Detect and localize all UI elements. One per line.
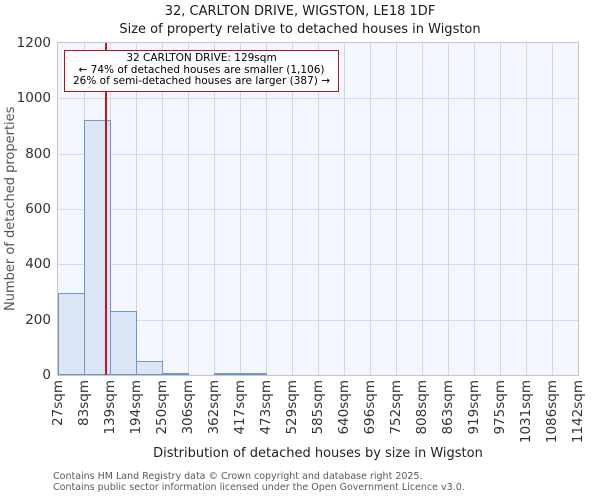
- property-size-marker-line: [104, 43, 107, 375]
- footer-licence-line: Contains public sector information licen…: [53, 482, 465, 493]
- v-gridline: [344, 43, 345, 375]
- v-gridline: [318, 43, 319, 375]
- x-tick-label: 83sqm: [76, 380, 92, 426]
- x-tick-label: 808sqm: [414, 380, 430, 435]
- histogram-bar: [162, 373, 189, 375]
- y-tick-label: 1200: [16, 35, 51, 51]
- v-gridline: [292, 43, 293, 375]
- v-gridline: [474, 43, 475, 375]
- x-tick-label: 863sqm: [440, 380, 456, 435]
- v-gridline: [448, 43, 449, 375]
- v-gridline: [370, 43, 371, 375]
- x-tick-label: 362sqm: [206, 380, 222, 435]
- y-tick-label: 200: [25, 311, 51, 328]
- x-tick-label: 139sqm: [102, 380, 118, 435]
- chart-subtitle: Size of property relative to detached ho…: [119, 22, 481, 37]
- y-tick-label: 800: [25, 145, 51, 162]
- x-tick-label: 417sqm: [232, 380, 248, 435]
- histogram-bar: [240, 373, 267, 375]
- x-tick-label: 919sqm: [466, 380, 482, 435]
- x-tick-label: 250sqm: [154, 380, 170, 435]
- plot-area: 32 CARLTON DRIVE: 129sqm ← 74% of detach…: [57, 42, 579, 376]
- x-tick-label: 975sqm: [492, 380, 508, 435]
- x-tick-label: 696sqm: [362, 380, 378, 435]
- x-tick-label: 752sqm: [388, 380, 404, 435]
- x-axis-label: Distribution of detached houses by size …: [153, 446, 483, 461]
- y-tick-label: 400: [25, 256, 51, 273]
- v-gridline: [526, 43, 527, 375]
- y-tick-label: 600: [25, 201, 51, 217]
- x-tick-label: 585sqm: [310, 380, 326, 435]
- x-tick-label: 1086sqm: [544, 380, 560, 444]
- histogram-bar: [136, 361, 163, 375]
- x-tick-label: 1142sqm: [570, 380, 586, 444]
- x-tick-label: 194sqm: [128, 380, 144, 435]
- x-tick-label: 306sqm: [180, 380, 196, 435]
- annotation-larger-line: 26% of semi-detached houses are larger (…: [73, 75, 330, 87]
- y-tick-label: 1000: [16, 90, 51, 107]
- chart-title: 32, CARLTON DRIVE, WIGSTON, LE18 1DF: [164, 4, 436, 19]
- histogram-bar: [84, 120, 111, 375]
- histogram-bar: [214, 373, 241, 375]
- x-tick-label: 640sqm: [336, 380, 352, 435]
- v-gridline: [422, 43, 423, 375]
- v-gridline: [266, 43, 267, 375]
- v-gridline: [396, 43, 397, 375]
- annotation-smaller-line: ← 74% of detached houses are smaller (1,…: [78, 63, 325, 76]
- annotation-property-line: 32 CARLTON DRIVE: 129sqm: [126, 52, 277, 64]
- x-tick-label: 473sqm: [258, 380, 274, 435]
- y-tick-label: 0: [42, 367, 51, 383]
- v-gridline: [188, 43, 189, 375]
- v-gridline: [240, 43, 241, 375]
- annotation-callout: 32 CARLTON DRIVE: 129sqm ← 74% of detach…: [64, 50, 339, 92]
- x-tick-label: 27sqm: [50, 380, 66, 426]
- v-gridline: [162, 43, 163, 375]
- v-gridline: [500, 43, 501, 375]
- histogram-bar: [110, 311, 137, 375]
- v-gridline: [552, 43, 553, 375]
- footer-copyright-line: Contains HM Land Registry data © Crown c…: [53, 471, 423, 482]
- v-gridline: [214, 43, 215, 375]
- x-tick-label: 1031sqm: [518, 380, 534, 444]
- x-tick-label: 529sqm: [284, 380, 300, 435]
- histogram-bar: [58, 293, 85, 375]
- v-gridline: [136, 43, 137, 375]
